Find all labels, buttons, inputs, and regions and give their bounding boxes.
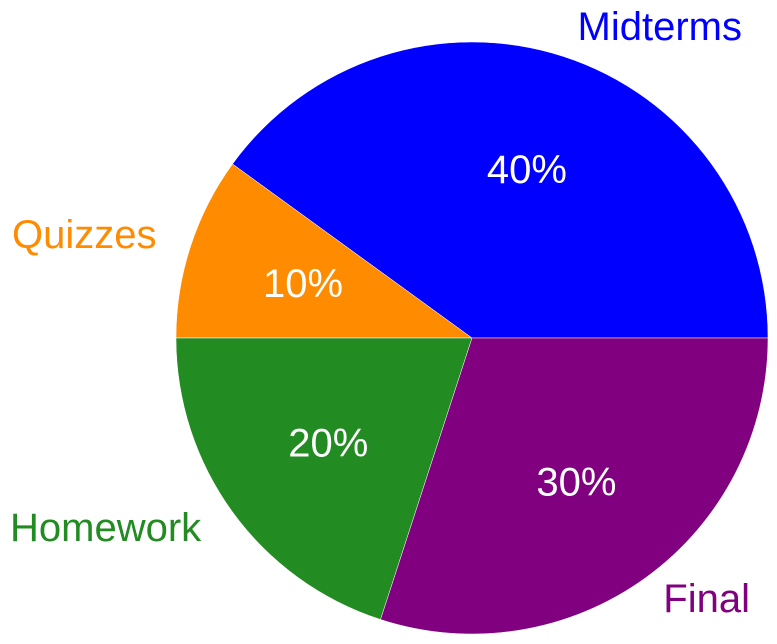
slice-quizzes [175, 163, 473, 339]
percent-label-midterms: 40% [487, 148, 567, 192]
percent-label-final: 30% [536, 461, 616, 505]
percent-label-homework: 20% [288, 421, 368, 465]
category-label-final: Final [663, 577, 750, 621]
slice-midterms [232, 41, 769, 339]
percent-label-quizzes: 10% [263, 262, 343, 306]
slice-final [380, 337, 769, 635]
category-labels: Midterms Quizzes Homework Final [10, 5, 750, 621]
category-label-midterms: Midterms [578, 5, 742, 49]
slice-homework [175, 337, 473, 620]
category-label-quizzes: Quizzes [12, 213, 157, 257]
pie-slices [175, 41, 769, 635]
category-label-homework: Homework [10, 506, 202, 550]
percent-labels: 40% 10% 20% 30% [263, 148, 616, 505]
